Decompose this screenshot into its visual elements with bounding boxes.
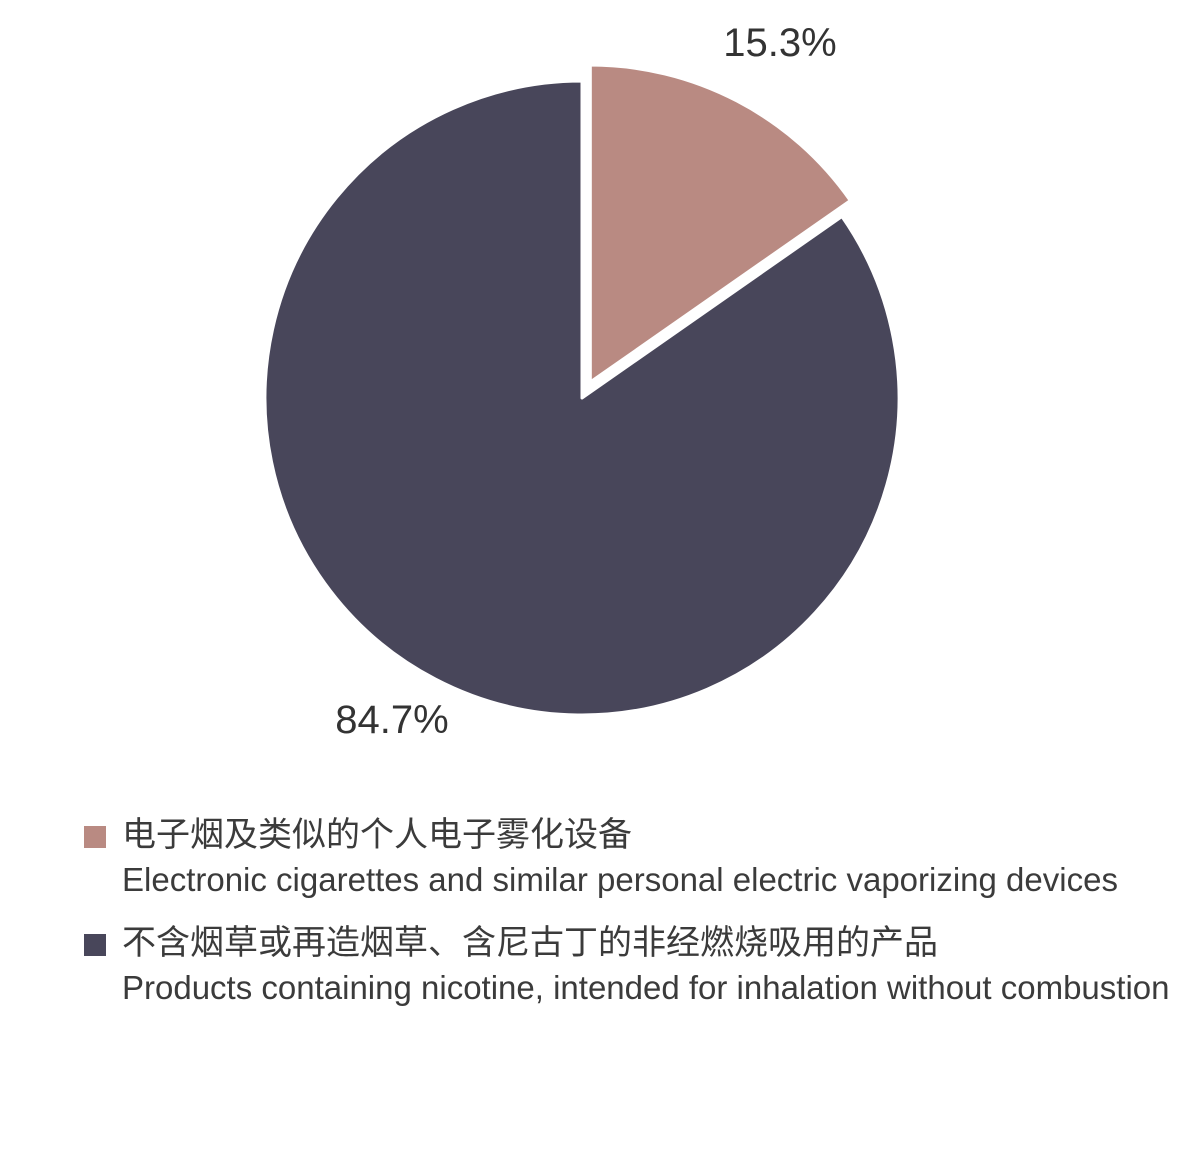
legend-swatch-nicotine-products: [84, 934, 106, 956]
pie-labels: 15.3% 84.7%: [335, 21, 836, 742]
legend-label-en: Electronic cigarettes and similar person…: [122, 861, 1118, 898]
legend-label-en: Products containing nicotine, intended f…: [122, 969, 1170, 1006]
legend: 电子烟及类似的个人电子雾化设备 Electronic cigarettes an…: [84, 812, 1184, 1028]
legend-label-zh: 电子烟及类似的个人电子雾化设备: [122, 815, 632, 855]
pie-slice-2: [263, 79, 901, 717]
pie-slices: [263, 63, 901, 717]
legend-item-nicotine-products: 不含烟草或再造烟草、含尼古丁的非经燃烧吸用的产品 Products contai…: [84, 920, 1184, 1010]
pie-slice-1: [588, 63, 852, 384]
legend-item-e-cigarettes: 电子烟及类似的个人电子雾化设备 Electronic cigarettes an…: [84, 812, 1184, 902]
pie-slice-label-1: 15.3%: [723, 21, 836, 65]
legend-swatch-e-cigarettes: [84, 826, 106, 848]
pie-slice-label-2: 84.7%: [335, 698, 448, 742]
legend-label-zh: 不含烟草或再造烟草、含尼古丁的非经燃烧吸用的产品: [122, 923, 938, 963]
pie-chart: 15.3% 84.7%: [263, 21, 901, 742]
